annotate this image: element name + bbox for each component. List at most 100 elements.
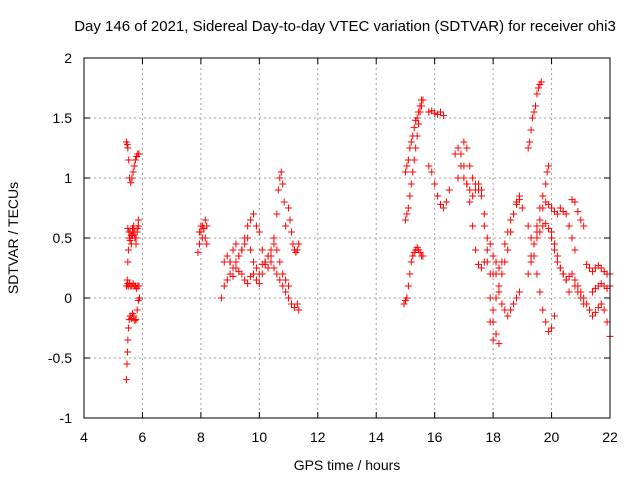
data-point [442,198,450,206]
data-point [533,234,541,242]
data-point [287,300,295,308]
y-tick-label: 1 [64,170,72,186]
data-point [472,186,480,194]
data-point [437,108,445,116]
data-point [489,336,497,344]
x-tick-label: 20 [544,429,560,445]
series-s10 [226,234,272,278]
data-point [524,144,532,152]
data-point [410,156,418,164]
data-point [495,264,503,272]
data-point [463,144,471,152]
data-point [289,240,297,248]
data-point [439,204,447,212]
data-point [600,306,608,314]
x-tick-label: 22 [602,429,618,445]
data-point [264,264,272,272]
data-point [282,276,290,284]
data-point [403,210,411,218]
data-point [276,276,284,284]
data-point [128,174,136,182]
data-point [285,294,293,302]
data-point [536,288,544,296]
series-s14 [400,244,427,308]
data-point [597,264,605,272]
data-point [574,208,582,216]
data-point [466,186,474,194]
data-point [545,224,553,232]
data-point [501,306,509,314]
series-s31 [568,270,614,340]
data-point [437,200,445,208]
data-point [279,180,287,188]
data-point [498,270,506,278]
series-s9 [220,210,263,266]
data-point [273,210,281,218]
data-point [568,270,576,278]
data-point [293,300,301,308]
series-s32 [583,260,614,278]
data-point [238,246,246,254]
data-point [409,168,417,176]
data-point [486,294,494,302]
data-point [406,192,414,200]
data-point [559,270,567,278]
data-point [537,78,545,86]
data-point [507,216,515,224]
data-point [439,112,447,120]
x-tick-label: 8 [197,429,205,445]
data-point [124,348,132,356]
x-tick-label: 12 [310,429,326,445]
data-point [277,168,285,176]
data-point [531,102,539,110]
data-point [495,340,503,348]
data-point [249,258,257,266]
data-point [279,282,287,290]
data-point [583,260,591,268]
axis-ticks [83,57,611,419]
data-point [603,318,611,326]
data-point [247,246,255,254]
data-point [527,252,535,260]
series-s11 [258,168,290,272]
data-point [463,180,471,188]
series-s28 [533,220,573,296]
data-point [526,138,534,146]
data-point [247,216,255,224]
data-point [565,222,573,230]
data-point [556,264,564,272]
data-point [241,240,249,248]
data-point [489,306,497,314]
data-point [270,264,278,272]
data-point [130,162,138,170]
data-point [553,210,561,218]
data-point [533,90,541,98]
x-tick-label: 16 [427,429,443,445]
data-point [486,240,494,248]
data-point [562,210,570,218]
data-point [129,168,137,176]
data-point [545,328,553,336]
data-point [223,276,231,284]
data-point [568,234,576,242]
data-point [460,174,468,182]
y-tick-label: 1.5 [53,110,73,126]
data-point [244,234,252,242]
y-tick-label: 2 [64,50,72,66]
data-point [201,216,209,224]
data-point [466,162,474,170]
data-point [279,270,287,278]
data-point [255,270,263,278]
data-point [477,264,485,272]
data-point [295,306,303,314]
data-point [409,252,417,260]
y-tick-label: -1 [60,410,73,426]
data-point [550,240,558,248]
y-tick-label: 0 [64,290,72,306]
data-point [451,150,459,158]
data-point [550,246,558,254]
data-point [131,156,139,164]
series-s1 [122,294,144,384]
data-point [588,288,596,296]
